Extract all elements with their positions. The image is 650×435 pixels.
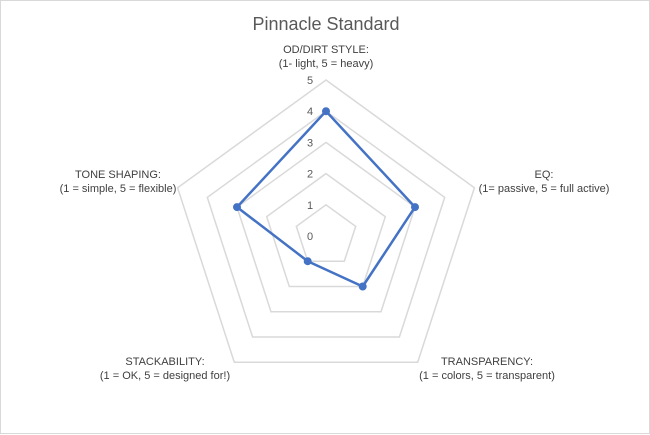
grid-ring-1	[295, 203, 357, 262]
data-point-3	[303, 257, 312, 266]
axis-labels: OD/DIRT STYLE: (1- light, 5 = heavy) EQ: (1…	[60, 44, 610, 382]
series-layer	[233, 107, 419, 291]
tick-label-0: 0	[307, 231, 313, 243]
tick-label-4: 4	[307, 106, 313, 118]
axis-label-2: TRANSPARENCY:	[441, 356, 533, 368]
axis-desc-4: (1 = simple, 5 = flexible)	[60, 183, 177, 195]
axis-desc-3: (1 = OK, 5 = designed for!)	[100, 370, 230, 382]
tick-label-3: 3	[307, 137, 313, 149]
grid-ring-3	[236, 141, 416, 313]
data-point-2	[358, 282, 367, 291]
axis-label-3: STACKABILITY:	[125, 356, 204, 368]
data-point-4	[233, 203, 241, 212]
series-line-0	[235, 109, 417, 288]
axis-label-4: TONE SHAPING:	[75, 169, 161, 181]
data-point-1	[411, 203, 419, 212]
chart-title: Pinnacle Standard	[252, 14, 399, 34]
data-point-0	[322, 107, 330, 116]
radial-tick-labels: 0 1 2 3 4 5	[307, 75, 313, 243]
axis-label-0: OD/DIRT STYLE:	[283, 44, 369, 56]
tick-label-1: 1	[307, 200, 313, 212]
tick-label-2: 2	[307, 169, 313, 181]
grid-ring-2	[265, 172, 387, 288]
axis-label-1: EQ:	[535, 169, 554, 181]
radar-grid	[176, 79, 476, 363]
grid-ring-4	[206, 110, 446, 338]
axis-desc-0: (1- light, 5 = heavy)	[279, 58, 373, 70]
axis-desc-2: (1 = colors, 5 = transparent)	[419, 370, 555, 382]
tick-label-5: 5	[307, 75, 313, 87]
grid-ring-5	[176, 79, 476, 363]
axis-desc-1: (1= passive, 5 = full active)	[479, 183, 610, 195]
